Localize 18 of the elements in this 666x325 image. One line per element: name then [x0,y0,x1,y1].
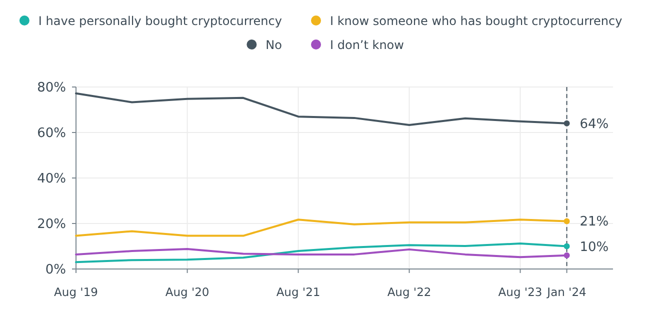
x-tick-label: Aug '23 [498,285,542,299]
y-tick-label: 80% [37,80,66,96]
y-tick-label: 20% [37,217,66,232]
x-tick-label: Jan '24 [546,285,586,299]
data-label: 64% [580,116,609,132]
x-tick-label: Aug '19 [54,285,98,299]
legend-label: I don’t know [330,38,404,52]
y-tick-label: 0% [45,262,66,278]
legend-label: No [266,38,282,52]
data-label: 21% [580,214,609,230]
x-tick-label: Aug '20 [165,285,210,299]
x-tick-label: Aug '22 [387,285,432,299]
data-label: 10% [580,240,609,255]
legend-label: I know someone who has bought cryptocurrency [330,14,622,28]
x-tick-label: Aug '21 [276,285,320,299]
y-tick-label: 40% [37,172,66,186]
legend-label: I have personally bought cryptocurrency [38,14,282,28]
y-tick-label: 60% [37,126,66,141]
